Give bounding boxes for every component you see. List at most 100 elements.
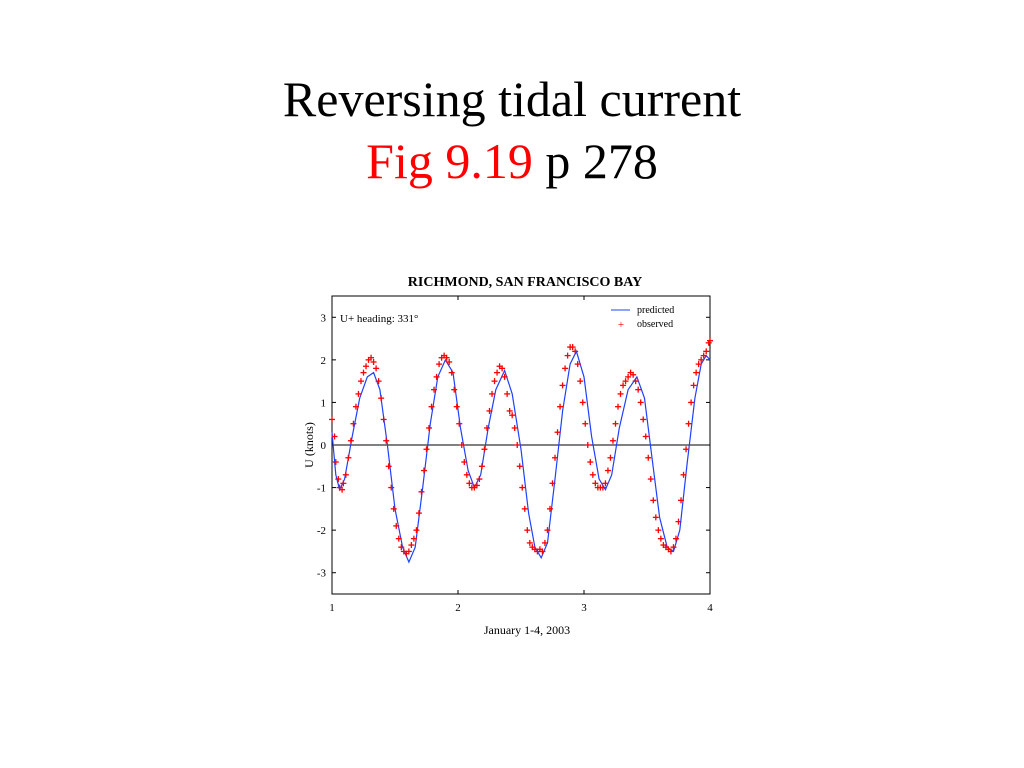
observed-point — [657, 535, 664, 542]
observed-point — [383, 437, 390, 444]
observed-point — [501, 373, 508, 380]
observed-point — [642, 433, 649, 440]
observed-point — [695, 361, 702, 368]
observed-point — [620, 382, 627, 389]
plot-annotation: U+ heading: 331° — [340, 313, 418, 325]
observed-point — [549, 480, 556, 487]
y-tick-label: 3 — [321, 312, 327, 324]
observed-point — [667, 548, 674, 555]
observed-point — [604, 467, 611, 474]
page-reference: p 278 — [545, 133, 658, 189]
y-axis-label: U (knots) — [302, 422, 316, 468]
observed-point — [368, 354, 375, 361]
x-tick-label: 1 — [329, 602, 335, 614]
observed-point — [375, 378, 382, 385]
observed-point — [652, 514, 659, 521]
observed-point — [355, 390, 362, 397]
observed-point — [428, 403, 435, 410]
observed-point — [564, 352, 571, 359]
observed-point — [408, 542, 415, 549]
observed-point — [458, 442, 465, 448]
slide-title-line2: Fig 9.19 p 278 — [0, 130, 1024, 192]
axes-layer: -3 -2 -1 0 1 2 3 1 2 3 4 — [317, 296, 713, 614]
observed-point — [579, 399, 586, 406]
observed-point — [339, 486, 346, 493]
observed-point — [592, 480, 599, 487]
series-layer — [329, 337, 713, 564]
observed-point — [557, 403, 564, 410]
y-tick-label: -3 — [317, 568, 327, 580]
observed-point — [499, 365, 506, 372]
observed-point — [675, 518, 682, 525]
y-tick-label: -2 — [317, 525, 326, 537]
observed-point — [645, 454, 652, 461]
observed-point — [478, 463, 485, 470]
x-axis-label: January 1-4, 2003 — [484, 623, 570, 637]
observed-point — [350, 420, 357, 427]
observed-point — [587, 459, 594, 466]
observed-point — [562, 365, 569, 372]
observed-point — [546, 505, 553, 512]
observed-point — [640, 416, 647, 423]
observed-point — [650, 497, 657, 504]
observed-point — [700, 352, 707, 359]
observed-point — [486, 407, 493, 414]
observed-point — [599, 484, 606, 491]
observed-point — [521, 505, 528, 512]
observed-point — [393, 522, 400, 529]
observed-point — [390, 505, 397, 512]
observed-point — [357, 378, 364, 385]
observed-point — [340, 480, 347, 487]
figure-reference: Fig 9.19 — [366, 133, 533, 189]
observed-point — [524, 527, 531, 534]
legend: predicted + observed — [611, 305, 674, 331]
observed-point — [342, 471, 349, 478]
observed-point — [539, 548, 546, 555]
y-tick-label: 2 — [321, 355, 327, 367]
observed-point — [410, 535, 417, 542]
observed-point — [678, 497, 685, 504]
observed-point — [514, 442, 521, 448]
observed-point — [559, 382, 566, 389]
observed-point — [569, 344, 576, 351]
observed-point — [433, 373, 440, 380]
observed-point — [352, 403, 359, 410]
observed-point — [670, 544, 677, 551]
observed-point — [519, 484, 526, 491]
observed-point — [431, 386, 438, 393]
observed-point — [413, 527, 420, 534]
observed-point — [363, 363, 370, 370]
observed-point — [345, 454, 352, 461]
observed-point — [589, 471, 596, 478]
slide-title: Reversing tidal current Fig 9.19 p 278 — [0, 68, 1024, 192]
observed-point — [541, 539, 548, 546]
observed-point — [552, 454, 559, 461]
observed-point — [405, 548, 412, 555]
observed-point — [398, 544, 405, 551]
observed-point — [481, 446, 488, 453]
observed-point — [637, 399, 644, 406]
observed-point — [489, 390, 496, 397]
legend-observed-swatch: + — [618, 319, 624, 331]
observed-point — [476, 476, 483, 483]
y-tick-label: 1 — [321, 397, 327, 409]
observed-point — [331, 433, 338, 440]
observed-point — [683, 446, 690, 453]
observed-point — [473, 482, 480, 489]
observed-point — [423, 446, 430, 453]
observed-point — [491, 378, 498, 385]
observed-point — [448, 369, 455, 376]
observed-point — [335, 476, 342, 483]
observed-point — [577, 378, 584, 385]
observed-point — [688, 399, 695, 406]
legend-predicted-label: predicted — [637, 305, 674, 316]
observed-point — [554, 429, 561, 436]
observed-point — [418, 488, 425, 495]
observed-point — [680, 471, 687, 478]
observed-point — [526, 539, 533, 546]
observed-point — [506, 407, 513, 414]
observed-point — [685, 420, 692, 427]
observed-point — [615, 403, 622, 410]
observed-point — [373, 365, 380, 372]
